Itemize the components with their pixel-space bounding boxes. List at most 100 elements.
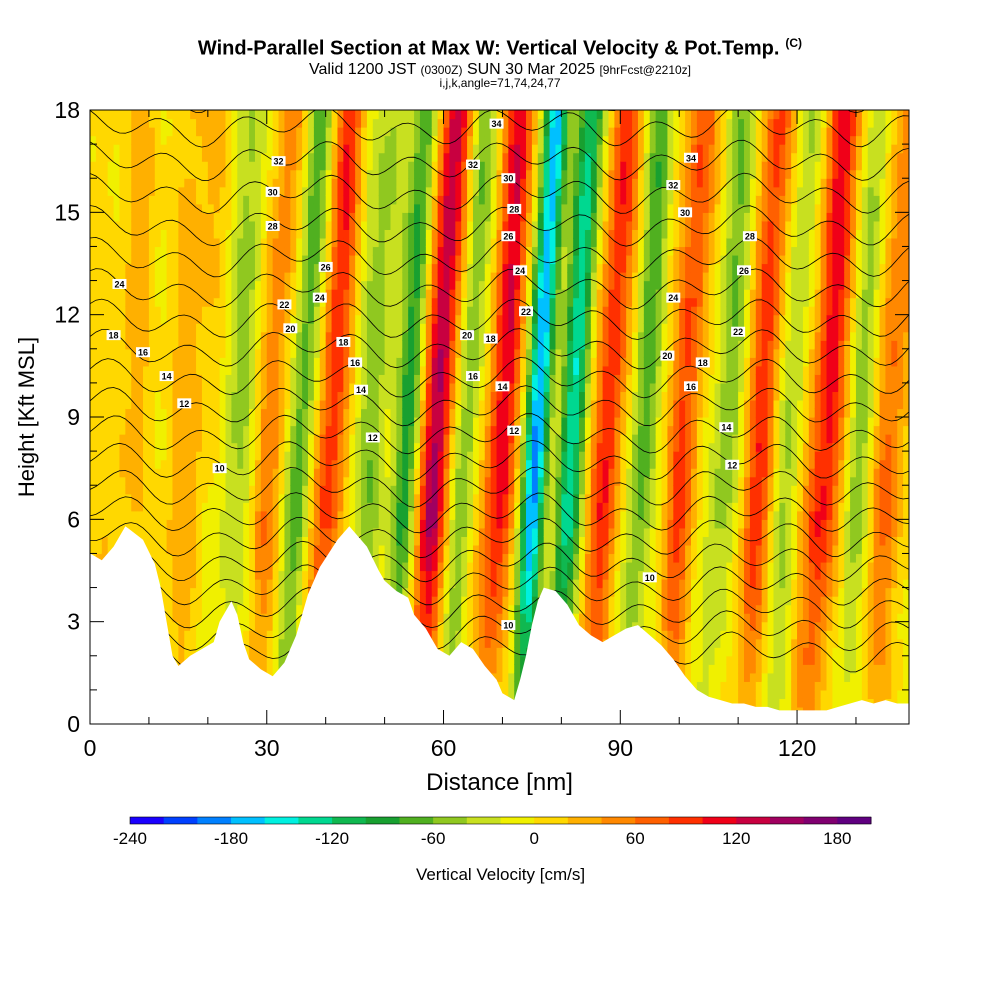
velocity-cell (390, 169, 397, 179)
velocity-cell (425, 579, 433, 589)
velocity-cell (355, 510, 362, 520)
velocity-cell (372, 365, 380, 375)
velocity-cell (372, 527, 380, 537)
velocity-cell (219, 135, 227, 145)
velocity-cell (148, 323, 156, 333)
velocity-cell (101, 152, 109, 162)
velocity-cell (249, 596, 256, 606)
velocity-cell (302, 510, 309, 520)
velocity-cell (266, 451, 274, 461)
velocity-cell (243, 365, 250, 375)
velocity-cell (443, 527, 451, 537)
velocity-cell (437, 587, 445, 597)
velocity-cell (125, 280, 132, 290)
velocity-cell (196, 331, 203, 341)
velocity-cell (184, 468, 191, 478)
velocity-cell (378, 451, 386, 461)
velocity-cell (154, 468, 162, 478)
velocity-cell (213, 203, 221, 213)
velocity-cell (467, 587, 474, 597)
velocity-cell (219, 391, 227, 401)
velocity-cell (113, 169, 121, 179)
velocity-cell (437, 314, 445, 324)
velocity-cell (461, 365, 468, 375)
velocity-cell (408, 579, 415, 589)
velocity-cell (131, 519, 138, 529)
velocity-cell (467, 476, 474, 486)
velocity-cell (266, 544, 274, 555)
velocity-cell (478, 254, 486, 265)
velocity-cell (337, 144, 344, 154)
velocity-cell (455, 425, 462, 435)
velocity-cell (308, 374, 315, 384)
velocity-cell (402, 417, 409, 427)
velocity-cell (184, 314, 191, 324)
velocity-cell (349, 169, 356, 179)
velocity-cell (166, 561, 174, 572)
velocity-cell (331, 451, 339, 461)
velocity-cell (419, 144, 427, 154)
velocity-cell (131, 485, 138, 495)
velocity-cell (467, 348, 474, 358)
velocity-cell (254, 135, 262, 145)
velocity-cell (95, 127, 103, 137)
velocity-cell (449, 144, 456, 154)
velocity-cell (390, 476, 397, 486)
velocity-cell (431, 161, 439, 171)
velocity-cell (419, 348, 427, 358)
velocity-cell (319, 203, 327, 213)
velocity-cell (290, 374, 297, 384)
velocity-cell (384, 519, 392, 529)
velocity-cell (478, 451, 486, 461)
velocity-cell (160, 382, 168, 393)
velocity-cell (137, 323, 144, 333)
velocity-cell (461, 135, 468, 145)
velocity-cell (361, 152, 368, 162)
velocity-cell (260, 527, 268, 537)
velocity-cell (237, 382, 244, 393)
velocity-cell (131, 459, 138, 469)
velocity-cell (284, 144, 291, 154)
velocity-cell (190, 459, 197, 469)
velocity-cell (290, 357, 297, 367)
velocity-cell (337, 417, 344, 427)
velocity-cell (461, 152, 468, 162)
velocity-cell (243, 510, 250, 520)
velocity-cell (361, 186, 368, 196)
velocity-cell (107, 459, 115, 469)
velocity-cell (254, 502, 262, 512)
velocity-cell (243, 527, 250, 537)
velocity-cell (372, 263, 380, 273)
velocity-cell (272, 664, 280, 674)
velocity-cell (384, 561, 392, 572)
velocity-cell (378, 485, 386, 495)
velocity-cell (419, 314, 427, 324)
velocity-cell (396, 434, 403, 444)
velocity-cell (278, 561, 286, 572)
velocity-cell (260, 152, 268, 162)
velocity-cell (207, 306, 215, 316)
velocity-cell (213, 502, 221, 512)
velocity-cell (308, 468, 315, 478)
velocity-cell (472, 621, 480, 631)
velocity-cell (449, 374, 456, 384)
velocity-cell (496, 596, 504, 606)
velocity-cell (396, 110, 403, 120)
velocity-cell (478, 434, 486, 444)
velocity-cell (431, 561, 439, 572)
velocity-cell (207, 425, 215, 435)
velocity-cell (237, 365, 244, 375)
velocity-cell (254, 297, 262, 307)
velocity-cell (178, 630, 185, 640)
velocity-cell (243, 374, 250, 384)
velocity-cell (225, 348, 233, 358)
velocity-cell (125, 135, 132, 145)
velocity-cell (484, 655, 492, 665)
velocity-cell (160, 527, 168, 537)
velocity-cell (231, 348, 238, 358)
velocity-cell (125, 365, 132, 375)
velocity-cell (95, 493, 103, 503)
velocity-cell (107, 502, 115, 512)
velocity-cell (137, 442, 144, 452)
velocity-cell (154, 425, 162, 435)
